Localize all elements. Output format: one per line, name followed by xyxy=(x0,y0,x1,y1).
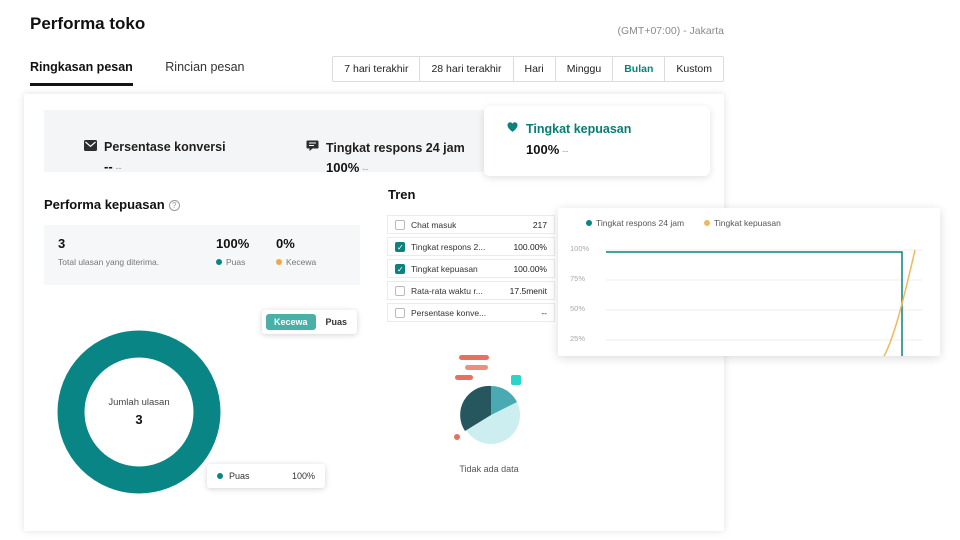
legend-tingkat-kepuasan[interactable]: Tingkat kepuasan xyxy=(704,218,781,228)
timezone-label: (GMT+07:00) - Jakarta xyxy=(617,25,725,37)
checkbox[interactable]: ✓ xyxy=(395,307,405,318)
stat-puas: 100% Puas xyxy=(216,236,250,267)
tren-row-rata-rata-waktu[interactable]: ✓ Rata-rata waktu r... 17.5menit xyxy=(387,281,555,300)
tren-metric-list: ✓ Chat masuk 217 ✓ Tingkat respons 2... … xyxy=(387,215,555,325)
metric-tingkat-kepuasan-active[interactable]: Tingkat kepuasan 100% -- xyxy=(484,106,710,176)
donut-center: Jumlah ulasan 3 xyxy=(108,397,170,427)
puas-dot xyxy=(217,473,223,479)
y-tick-100: 100% xyxy=(570,244,590,253)
metric-sub: -- xyxy=(562,146,569,156)
section-title-performa-kepuasan: Performa kepuasan? xyxy=(44,197,180,212)
chat-icon xyxy=(306,140,319,155)
metric-label: Tingkat respons 24 jam xyxy=(326,140,465,155)
tab-ringkasan-pesan[interactable]: Ringkasan pesan xyxy=(30,60,133,86)
empty-state: Tidak ada data xyxy=(424,349,554,474)
teal-dot xyxy=(586,220,592,226)
filter-hari[interactable]: Hari xyxy=(512,56,556,82)
trend-chart-card: Tingkat respons 24 jam Tingkat kepuasan … xyxy=(558,208,940,356)
tren-row-tingkat-kepuasan[interactable]: ✓ Tingkat kepuasan 100.00% xyxy=(387,259,555,278)
metric-label: Tingkat kepuasan xyxy=(526,121,632,136)
mail-icon xyxy=(84,140,97,154)
filter-minggu[interactable]: Minggu xyxy=(554,56,614,82)
series-tingkat-respons-line xyxy=(606,251,903,356)
tab-bar: Ringkasan pesan Rincian pesan xyxy=(30,58,273,86)
y-tick-25: 25% xyxy=(570,334,586,343)
tren-row-tingkat-respons[interactable]: ✓ Tingkat respons 2... 100.00% xyxy=(387,237,555,256)
y-tick-75: 75% xyxy=(570,274,586,283)
stat-kecewa: 0% Kecewa xyxy=(276,236,317,267)
tren-row-persentase-konversi[interactable]: ✓ Persentase konve... -- xyxy=(387,303,555,322)
y-tick-50: 50% xyxy=(570,304,586,313)
page-title: Performa toko xyxy=(30,14,146,33)
metric-label: Persentase konversi xyxy=(104,140,226,154)
metric-tingkat-respons[interactable]: Tingkat respons 24 jam 100% -- xyxy=(306,140,465,177)
donut-tooltip: Kecewa Puas xyxy=(262,310,358,334)
empty-state-text: Tidak ada data xyxy=(459,464,519,474)
metric-persentase-konversi[interactable]: Persentase konversi -- -- xyxy=(84,140,226,176)
stat-total-ulasan: 3 Total ulasan yang diterima. xyxy=(58,236,160,267)
filter-kustom[interactable]: Kustom xyxy=(664,56,724,82)
help-icon[interactable]: ? xyxy=(168,200,180,211)
metric-sub: -- xyxy=(115,163,122,173)
date-filter-group: 7 hari terakhir 28 hari terakhir Hari Mi… xyxy=(332,56,724,82)
kecewa-dot xyxy=(276,259,282,265)
filter-28-hari-terakhir[interactable]: 28 hari terakhir xyxy=(419,56,514,82)
puas-dot xyxy=(216,259,222,265)
metric-value: 100% xyxy=(326,160,360,175)
section-title-tren: Tren xyxy=(388,187,416,202)
metric-sub: -- xyxy=(362,164,369,174)
satisfaction-donut-chart: Jumlah ulasan 3 xyxy=(57,330,221,494)
heart-icon xyxy=(506,121,519,136)
satisfaction-summary: 3 Total ulasan yang diterima. 100% Puas … xyxy=(44,225,360,285)
legend-tingkat-respons[interactable]: Tingkat respons 24 jam xyxy=(586,218,684,228)
checkbox[interactable]: ✓ xyxy=(395,219,405,230)
trend-chart-legend: Tingkat respons 24 jam Tingkat kepuasan xyxy=(586,218,781,228)
filter-7-hari-terakhir[interactable]: 7 hari terakhir xyxy=(332,56,421,82)
trend-chart-plot[interactable] xyxy=(602,238,932,356)
tab-rincian-pesan[interactable]: Rincian pesan xyxy=(165,60,245,74)
tren-row-chat-masuk[interactable]: ✓ Chat masuk 217 xyxy=(387,215,555,234)
puas-chip[interactable]: Puas xyxy=(325,317,348,327)
metric-value: -- xyxy=(104,159,113,174)
filter-bulan[interactable]: Bulan xyxy=(612,56,666,82)
checkbox[interactable]: ✓ xyxy=(395,285,405,296)
checkbox[interactable]: ✓ xyxy=(395,263,405,274)
kecewa-chip[interactable]: Kecewa xyxy=(266,314,316,330)
donut-legend[interactable]: Puas 100% xyxy=(207,464,325,488)
no-data-illustration xyxy=(454,355,521,444)
donut-ring xyxy=(57,330,221,494)
checkbox[interactable]: ✓ xyxy=(395,241,405,252)
yellow-dot xyxy=(704,220,711,226)
metric-value: 100% xyxy=(526,142,560,157)
series-tingkat-kepuasan-line xyxy=(883,249,916,356)
